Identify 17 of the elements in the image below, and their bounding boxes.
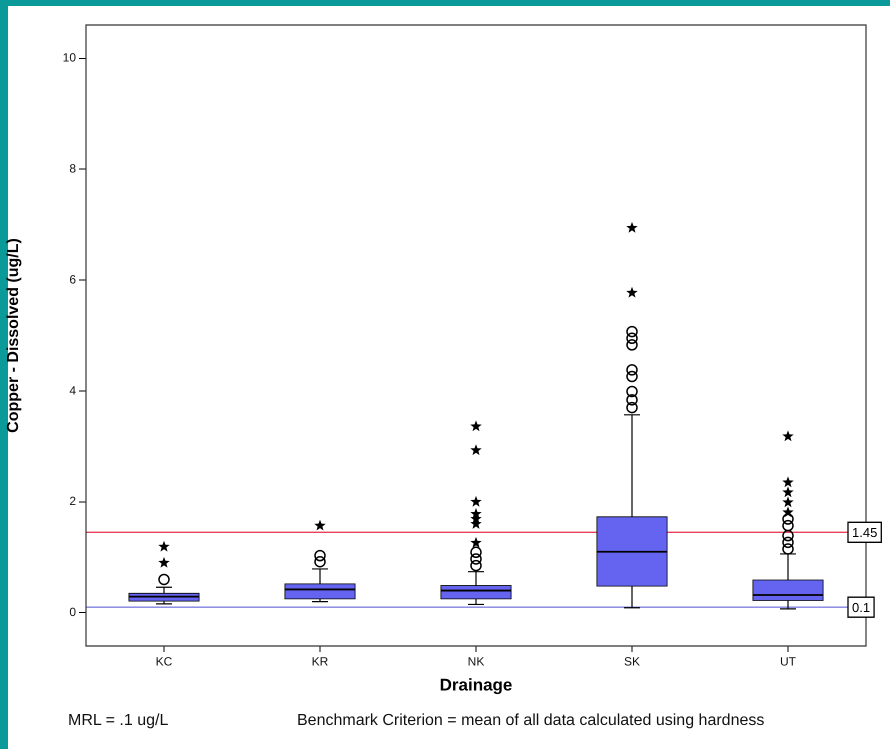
- text: MRL = .1 ug/L: [68, 712, 168, 730]
- ref-line-label: 0.1: [852, 600, 870, 615]
- x-tick-label: SK: [624, 654, 640, 669]
- y-tick-label: 8: [69, 161, 76, 176]
- y-tick-label: 6: [69, 272, 76, 286]
- ref-line-label: 1.45: [852, 524, 878, 540]
- y-axis-title: Copper - Dissolved (ug/L): [5, 238, 22, 433]
- x-axis-title: Drainage: [440, 675, 512, 694]
- y-tick-label: 4: [69, 383, 76, 398]
- y-tick-label: 0: [69, 605, 76, 620]
- y-tick-label: 2: [69, 494, 76, 508]
- y-tick-label: 10: [62, 50, 76, 65]
- x-tick-label: UT: [780, 654, 797, 669]
- x-tick-label: NK: [468, 654, 484, 669]
- x-tick-label: KC: [156, 654, 173, 669]
- x-tick-label: KR: [312, 654, 329, 669]
- text: Benchmark Criterion = mean of all data calculated using hardness: [297, 712, 764, 730]
